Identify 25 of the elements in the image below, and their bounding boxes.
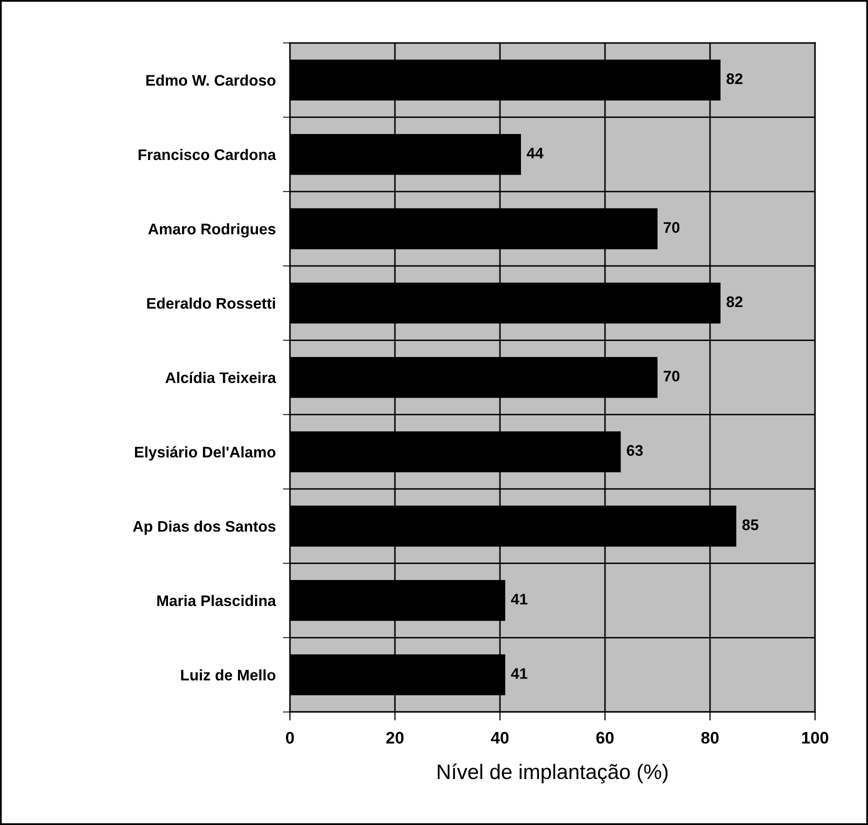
data-label: 63 xyxy=(626,445,643,456)
x-tick-label: 40 xyxy=(490,732,509,744)
x-axis-title: Nível de implantação (%) xyxy=(438,764,668,784)
data-label: 41 xyxy=(511,594,528,604)
x-tick-label: 80 xyxy=(701,732,719,744)
y-tick-label: Luiz de Mello xyxy=(181,669,276,680)
data-label: 82 xyxy=(726,296,742,308)
data-label: 44 xyxy=(526,148,544,158)
x-tick-label: 0 xyxy=(286,732,294,744)
data-label: 85 xyxy=(742,519,758,530)
x-tick-label: 100 xyxy=(802,732,828,744)
y-tick-label: Elysiário Del'Alamo xyxy=(135,446,276,461)
y-tick-label: Maria Plascidina xyxy=(157,594,276,606)
data-label: 82 xyxy=(726,73,742,84)
y-tick-label: Francisco Cardona xyxy=(138,148,276,160)
x-tick-label: 60 xyxy=(596,732,614,744)
data-label: 70 xyxy=(664,370,680,382)
data-label: 41 xyxy=(511,668,528,679)
y-tick-label: Amaro Rodrigues xyxy=(148,223,276,238)
x-tick-label: 20 xyxy=(386,732,404,744)
y-tick-label: Ap Dias dos Santos xyxy=(132,520,276,535)
y-tick-label: Edmo W. Cardoso xyxy=(146,74,276,86)
y-tick-label: Alcídia Teixeira xyxy=(165,372,276,384)
y-tick-label: Ederaldo Rossetti xyxy=(147,298,275,309)
data-label: 70 xyxy=(664,222,680,233)
